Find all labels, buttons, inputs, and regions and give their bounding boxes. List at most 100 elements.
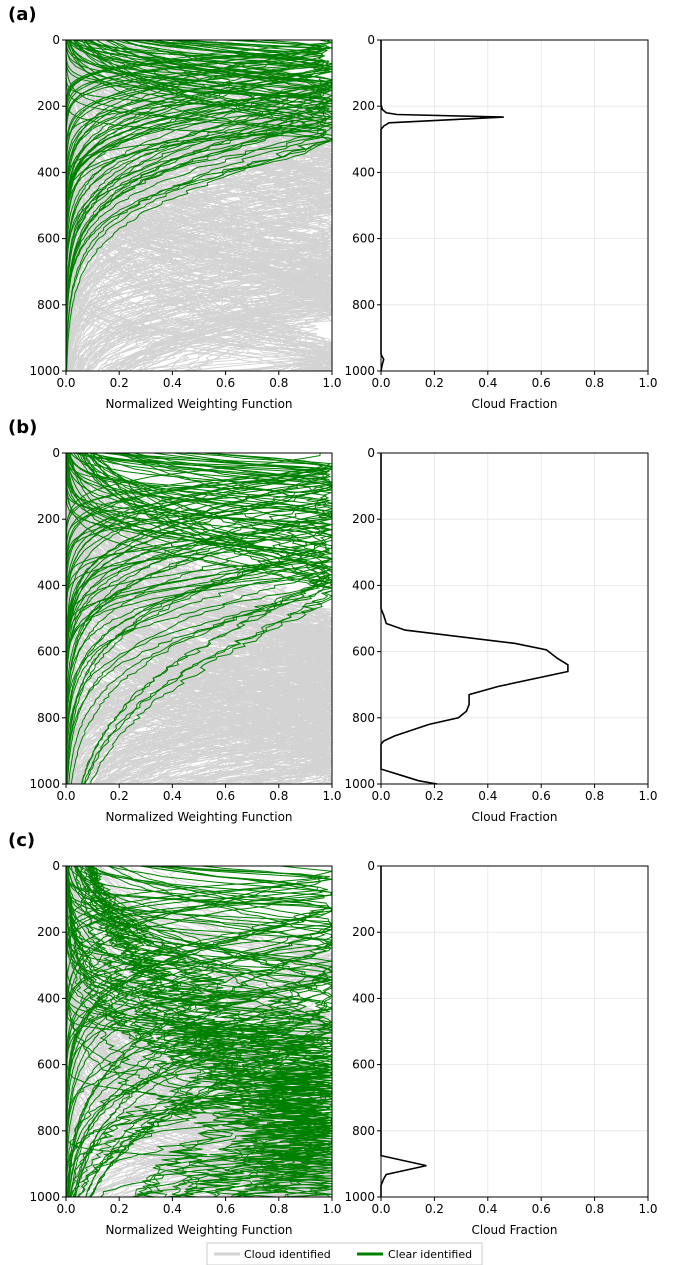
y-tick-label: 400 [352, 991, 375, 1005]
cloud-profile-line [74, 40, 332, 371]
clear-profile-line [66, 866, 332, 1197]
clear-profile-line [89, 866, 332, 1197]
y-tick-label: 200 [352, 925, 375, 939]
cloud-profile-line [66, 453, 332, 784]
clear-profile-line [66, 40, 332, 371]
cloud-profile-line [66, 866, 323, 1197]
x-tick-label: 1.0 [322, 376, 341, 390]
x-tick-label: 0.2 [110, 1202, 129, 1216]
y-tick-label: 0 [367, 859, 375, 873]
y-tick-label: 1000 [344, 1190, 375, 1204]
y-tick-label: 0 [367, 33, 375, 47]
y-tick-label: 400 [352, 165, 375, 179]
axes-frame [380, 452, 649, 785]
y-tick-label: 600 [37, 1058, 60, 1072]
cloud-profile-line [66, 453, 330, 784]
clear-profile-line [66, 866, 332, 1197]
x-tick-label: 1.0 [638, 789, 657, 803]
clear-profile-line [66, 40, 325, 371]
cloud-profile-line [66, 40, 331, 371]
clear-profile-line [66, 453, 332, 784]
y-tick-label: 600 [352, 1058, 375, 1072]
x-tick-label: 0.8 [269, 1202, 288, 1216]
x-tick-label: 0.4 [478, 1202, 497, 1216]
clear-profile-line [66, 866, 332, 1197]
cloud-profile-line [66, 40, 331, 371]
y-tick-label: 1000 [344, 364, 375, 378]
y-tick-label: 400 [37, 165, 60, 179]
clear-profile-line [66, 40, 330, 371]
clear-profile-line [69, 453, 332, 784]
clear-profile-line [66, 453, 332, 784]
clear-profile-line [66, 453, 330, 784]
clear-profile-line [66, 866, 332, 1197]
cloud-profile-line [66, 40, 324, 371]
clear-profile-line [66, 453, 327, 784]
y-tick-label: 600 [37, 645, 60, 659]
clear-profile-line [70, 453, 332, 784]
clear-profile-line [66, 40, 322, 371]
cloud-profile-line [66, 40, 332, 371]
x-tick-label: 1.0 [322, 789, 341, 803]
x-tick-label: 0.6 [532, 1202, 551, 1216]
x-tick-label: 0.8 [585, 376, 604, 390]
clear-profile-line [66, 453, 325, 784]
clear-profile-line [66, 453, 332, 784]
y-tick-label: 200 [37, 99, 60, 113]
legend-label-clear: Clear identified [388, 1248, 472, 1261]
x-tick-label: 1.0 [322, 1202, 341, 1216]
cloud-profile-line [66, 866, 332, 1197]
legend: Cloud identified Clear identified [206, 1242, 483, 1265]
x-tick-label: 0.4 [478, 789, 497, 803]
clear-profile-line [73, 866, 332, 1197]
cloud-profile-line [66, 453, 332, 784]
x-tick-label: 0.6 [216, 1202, 235, 1216]
clear-profile-line [66, 453, 329, 784]
cloud-profile-line [66, 40, 332, 371]
y-tick-label: 200 [37, 512, 60, 526]
legend-label-cloud: Cloud identified [244, 1248, 331, 1261]
y-tick-label: 1000 [344, 777, 375, 791]
x-tick-label: 0.6 [532, 789, 551, 803]
clear-profile-line [66, 866, 332, 1197]
axes-frame [65, 865, 333, 1198]
y-tick-label: 800 [37, 711, 60, 725]
y-tick-label: 400 [37, 991, 60, 1005]
cloud-profile-line [66, 453, 326, 784]
clear-profile-line [66, 453, 326, 784]
legend-frame [206, 1242, 483, 1265]
x-tick-label: 0.6 [216, 789, 235, 803]
panel-cloud-fraction: 0.0 0.2 0.4 0.6 0.8 1.0 0 200 400 600 800 1000 Cloud… [344, 33, 657, 411]
cloud-profile-line [66, 453, 332, 784]
x-tick-label: 0.2 [425, 1202, 444, 1216]
clear-profile-line [66, 453, 328, 784]
cloud-profile-line [66, 40, 332, 371]
cloud-profile-line [66, 453, 332, 784]
clear-profile-line [66, 40, 328, 371]
x-tick-label: 0.0 [371, 1202, 390, 1216]
y-tick-label: 0 [52, 859, 60, 873]
x-tick-label: 0.8 [585, 789, 604, 803]
x-tick-label: 0.4 [163, 789, 182, 803]
clear-profile-line [66, 40, 325, 371]
clear-profile-line [68, 866, 332, 1197]
y-tick-label: 600 [352, 232, 375, 246]
x-tick-label: 0.8 [269, 376, 288, 390]
clear-profile-line [66, 453, 332, 784]
clear-profile-line [66, 453, 332, 784]
axes-frame [380, 39, 649, 372]
clear-profile-line [67, 866, 332, 1197]
x-tick-label: 0.0 [56, 1202, 75, 1216]
panel-weighting-function: 0.0 0.2 0.4 0.6 0.8 1.0 0 200 400 600 800 1000 Norma… [29, 859, 341, 1237]
panel-cloud-fraction: 0.0 0.2 0.4 0.6 0.8 1.0 0 200 400 600 800 1000 Cloud… [344, 446, 657, 824]
clear-profile-line [66, 866, 332, 1197]
clear-profile-line [66, 866, 332, 1197]
clear-profile-line [66, 40, 332, 371]
clear-profile-line [66, 866, 325, 1197]
cloud-profile-line [79, 40, 332, 371]
y-tick-label: 1000 [29, 1190, 60, 1204]
cloud-profile-line [66, 40, 323, 371]
clear-profile-line [66, 40, 332, 371]
x-tick-label: 0.2 [110, 789, 129, 803]
clear-profile-line [66, 453, 329, 784]
